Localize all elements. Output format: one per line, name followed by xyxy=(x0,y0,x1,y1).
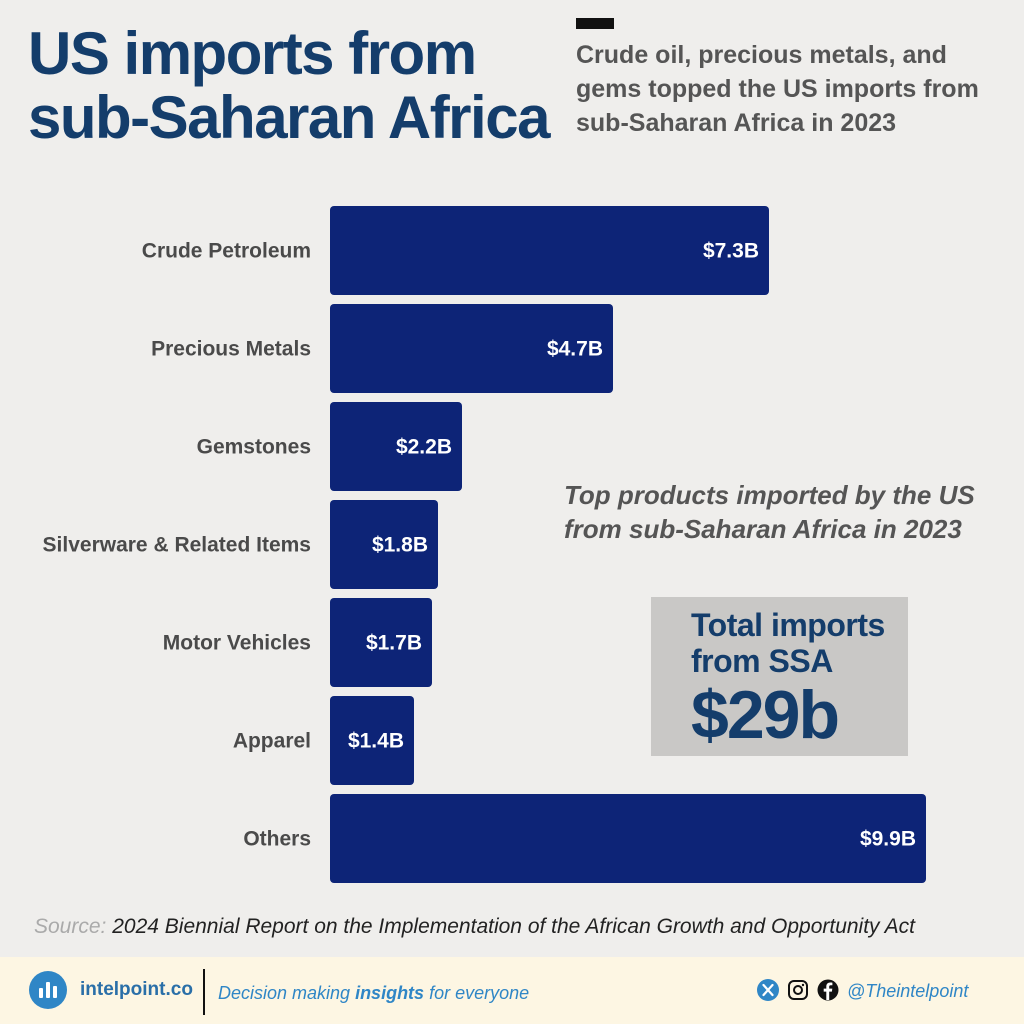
source-text: 2024 Biennial Report on the Implementati… xyxy=(112,915,915,938)
total-imports-value: $29b xyxy=(691,677,840,753)
title-line-2: sub-Saharan Africa xyxy=(28,84,550,151)
value-label: $4.7B xyxy=(547,338,603,361)
tagline-post: for everyone xyxy=(424,983,530,1003)
category-label: Apparel xyxy=(233,730,311,753)
category-label: Crude Petroleum xyxy=(142,240,311,263)
bar-0 xyxy=(330,206,769,295)
category-label: Precious Metals xyxy=(151,338,311,361)
facebook-icon[interactable] xyxy=(817,979,839,1001)
footer-divider xyxy=(203,969,205,1015)
value-label: $7.3B xyxy=(703,240,759,263)
page-subtitle: Crude oil, precious metals, and gems top… xyxy=(576,41,979,137)
value-label: $9.9B xyxy=(860,828,916,851)
title-line-1: US imports from xyxy=(28,20,477,87)
bar-chart: Crude Petroleum $7.3B Precious Metals $4.7B… xyxy=(43,206,926,883)
category-label: Others xyxy=(243,828,311,851)
bar-2 xyxy=(330,402,462,491)
tagline-bold: insights xyxy=(355,983,425,1003)
category-label: Gemstones xyxy=(197,436,311,459)
source-note: Source: 2024 Biennial Report on the Impl… xyxy=(34,915,915,939)
footer-bar: intelpoint.co Decision making insights f… xyxy=(0,957,1024,1024)
bar-1 xyxy=(330,304,613,393)
bar-6 xyxy=(330,794,926,883)
bar-3 xyxy=(330,500,438,589)
chart-annotation: Top products imported by the US from sub… xyxy=(564,480,975,544)
source-label: Source: xyxy=(34,915,107,938)
category-label: Motor Vehicles xyxy=(163,632,311,655)
value-label: $1.4B xyxy=(348,730,404,753)
brand-link[interactable]: intelpoint.co xyxy=(80,979,193,1000)
bar-5 xyxy=(330,696,414,785)
value-label: $1.8B xyxy=(372,534,428,557)
category-label: Silverware & Related Items xyxy=(43,534,311,557)
total-imports-label: Total imports from SSA xyxy=(691,607,885,679)
social-handle[interactable]: @Theintelpoint xyxy=(847,981,969,1001)
x-icon[interactable] xyxy=(757,979,779,1001)
subtitle-marker xyxy=(576,18,614,29)
value-label: $2.2B xyxy=(396,436,452,459)
bar-4 xyxy=(330,598,432,687)
tagline-pre: Decision making xyxy=(218,983,356,1003)
total-imports-box: Total imports from SSA $29b xyxy=(651,597,908,756)
value-label: $1.7B xyxy=(366,632,422,655)
instagram-icon[interactable] xyxy=(787,979,809,1001)
page-title: US imports from sub-Saharan Africa xyxy=(28,20,550,151)
intelpoint-logo-icon[interactable] xyxy=(29,971,67,1009)
footer-tagline: Decision making insights for everyone xyxy=(218,983,529,1004)
